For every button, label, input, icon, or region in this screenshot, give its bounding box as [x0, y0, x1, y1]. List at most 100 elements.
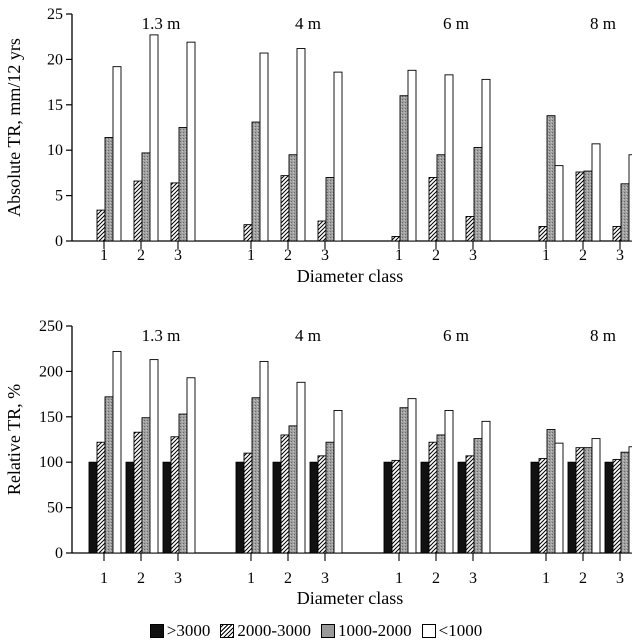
- bar: [591, 143, 601, 242]
- bar: [554, 165, 564, 242]
- bar: [538, 458, 548, 554]
- x-tick-label: 2: [137, 247, 145, 264]
- y-axis-title: Relative TR, %: [4, 384, 24, 495]
- bar: [325, 441, 335, 554]
- x-tick-label: 2: [284, 247, 292, 264]
- bar: [554, 442, 564, 554]
- bar: [407, 398, 417, 554]
- bar: [420, 461, 430, 554]
- bar: [141, 152, 151, 242]
- bar: [538, 226, 548, 242]
- bar: [259, 360, 269, 554]
- bar: [383, 461, 393, 554]
- bar: [259, 52, 269, 242]
- bar: [288, 425, 298, 554]
- bar: [391, 236, 401, 242]
- bar: [104, 137, 114, 242]
- bar: [604, 461, 614, 554]
- y-tick-label: 250: [39, 318, 63, 335]
- bar: [162, 461, 172, 554]
- x-tick-label: 2: [579, 570, 587, 587]
- bar: [133, 431, 143, 554]
- bar: [280, 175, 290, 242]
- x-tick-label: 1: [247, 570, 255, 587]
- bar: [133, 180, 143, 242]
- y-tick-label: 0: [55, 233, 63, 250]
- legend-swatch-stipple: [321, 624, 335, 638]
- bar: [333, 71, 343, 242]
- height-label: 8 m: [590, 14, 616, 33]
- bar: [88, 461, 98, 554]
- bar: [391, 459, 401, 554]
- bar: [243, 452, 253, 554]
- bar: [620, 451, 630, 554]
- x-tick-label: 3: [616, 247, 624, 264]
- x-tick-label: 3: [616, 570, 624, 587]
- bar: [465, 455, 475, 554]
- x-tick-label: 3: [321, 247, 329, 264]
- bar: [96, 209, 106, 242]
- y-tick-label: 15: [47, 97, 63, 114]
- y-tick-label: 25: [47, 6, 63, 23]
- bar: [149, 359, 159, 554]
- legend-swatch-solid: [149, 624, 164, 638]
- bar: [575, 447, 585, 554]
- bar: [628, 154, 632, 242]
- height-label: 8 m: [590, 326, 616, 345]
- bar: [272, 461, 282, 554]
- bar: [481, 420, 491, 554]
- chart-absolute-tr: 0 5 10 15 20 25 1.3 m 1 2 3 4 m 1 2 3 6 m 1 2 3 8 m 1 2 3 Diam…: [4, 6, 632, 286]
- x-tick-label: 1: [395, 247, 403, 264]
- legend-label: 2000-3000: [237, 621, 311, 640]
- x-tick-label: 1: [247, 247, 255, 264]
- y-tick-label: 20: [47, 51, 63, 68]
- legend-swatch-hatch: [220, 624, 235, 638]
- bar: [620, 183, 630, 242]
- bar: [186, 377, 196, 554]
- bar: [333, 409, 343, 554]
- bar: [399, 407, 409, 554]
- bar: [325, 176, 335, 242]
- y-tick-label: 0: [55, 545, 63, 562]
- bar: [444, 74, 454, 242]
- x-tick-label: 2: [432, 570, 440, 587]
- bar: [444, 409, 454, 554]
- y-tick-label: 5: [55, 188, 63, 205]
- bar: [178, 413, 188, 554]
- bar: [575, 171, 585, 242]
- bar: [149, 34, 159, 242]
- y-tick-label: 10: [47, 142, 63, 159]
- bar: [178, 127, 188, 242]
- bar: [436, 434, 446, 554]
- bar: [235, 461, 245, 554]
- bar: [428, 176, 438, 242]
- y-tick-label: 150: [39, 409, 63, 426]
- x-tick-label: 3: [469, 247, 477, 264]
- bar: [317, 455, 327, 554]
- legend-label: >3000: [166, 621, 211, 640]
- y-tick-label: 50: [47, 500, 63, 517]
- x-tick-label: 3: [174, 247, 182, 264]
- bar: [243, 224, 253, 242]
- bar: [317, 220, 327, 242]
- bar: [112, 350, 122, 554]
- bar: [583, 447, 593, 554]
- bar: [186, 41, 196, 242]
- bar: [280, 434, 290, 554]
- bar: [473, 147, 483, 242]
- x-tick-label: 1: [542, 570, 550, 587]
- bar: [104, 396, 114, 554]
- x-tick-label: 2: [284, 570, 292, 587]
- x-tick-label: 1: [100, 570, 108, 587]
- bar: [530, 461, 540, 554]
- y-tick-label: 200: [39, 363, 63, 380]
- bar: [612, 226, 622, 242]
- bar: [170, 436, 180, 554]
- bar: [407, 69, 417, 242]
- bar: [251, 397, 261, 554]
- height-label: 4 m: [295, 14, 321, 33]
- x-tick-label: 1: [395, 570, 403, 587]
- bar: [583, 170, 593, 242]
- x-tick-label: 3: [174, 570, 182, 587]
